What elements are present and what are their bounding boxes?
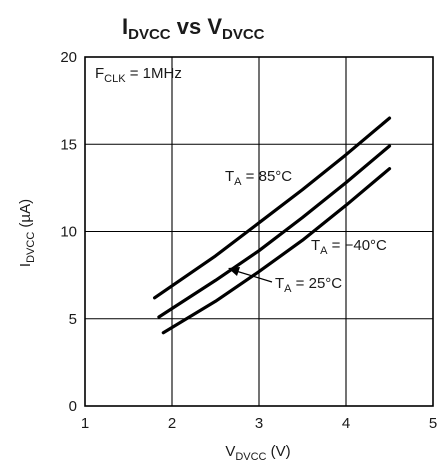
series-label-85c: TA = 85°C [225, 168, 292, 188]
series-line-0 [153, 116, 392, 300]
x-tick-label: 3 [255, 415, 263, 432]
y-axis-label: IDVCC (µA) [17, 199, 37, 267]
series-group [153, 116, 392, 335]
series-line-1 [157, 144, 392, 319]
x-axis-label: VDVCC (V) [225, 443, 290, 463]
series-label-25c: TA = 25°C [275, 275, 342, 295]
y-tick-label: 5 [69, 311, 77, 328]
x-tick-label: 2 [168, 415, 176, 432]
plot-frame [84, 56, 434, 407]
series-label-minus40c: TA = −40°C [311, 237, 387, 257]
chart-title: IDVCC vs VDVCC [122, 14, 265, 43]
y-tick-label: 20 [60, 49, 77, 66]
series-line-2 [161, 167, 392, 335]
condition-label: FCLK = 1MHz [95, 65, 182, 85]
x-tick-label: 5 [429, 415, 437, 432]
x-tick-label: 1 [81, 415, 89, 432]
grid [85, 57, 433, 406]
y-tick-label: 0 [69, 398, 77, 415]
label-arrow [228, 267, 273, 283]
y-tick-label: 15 [60, 136, 77, 153]
tick-labels: 1 2 3 4 5 0 5 10 15 20 [60, 49, 437, 432]
y-tick-label: 10 [60, 224, 77, 241]
x-tick-label: 4 [342, 415, 350, 432]
